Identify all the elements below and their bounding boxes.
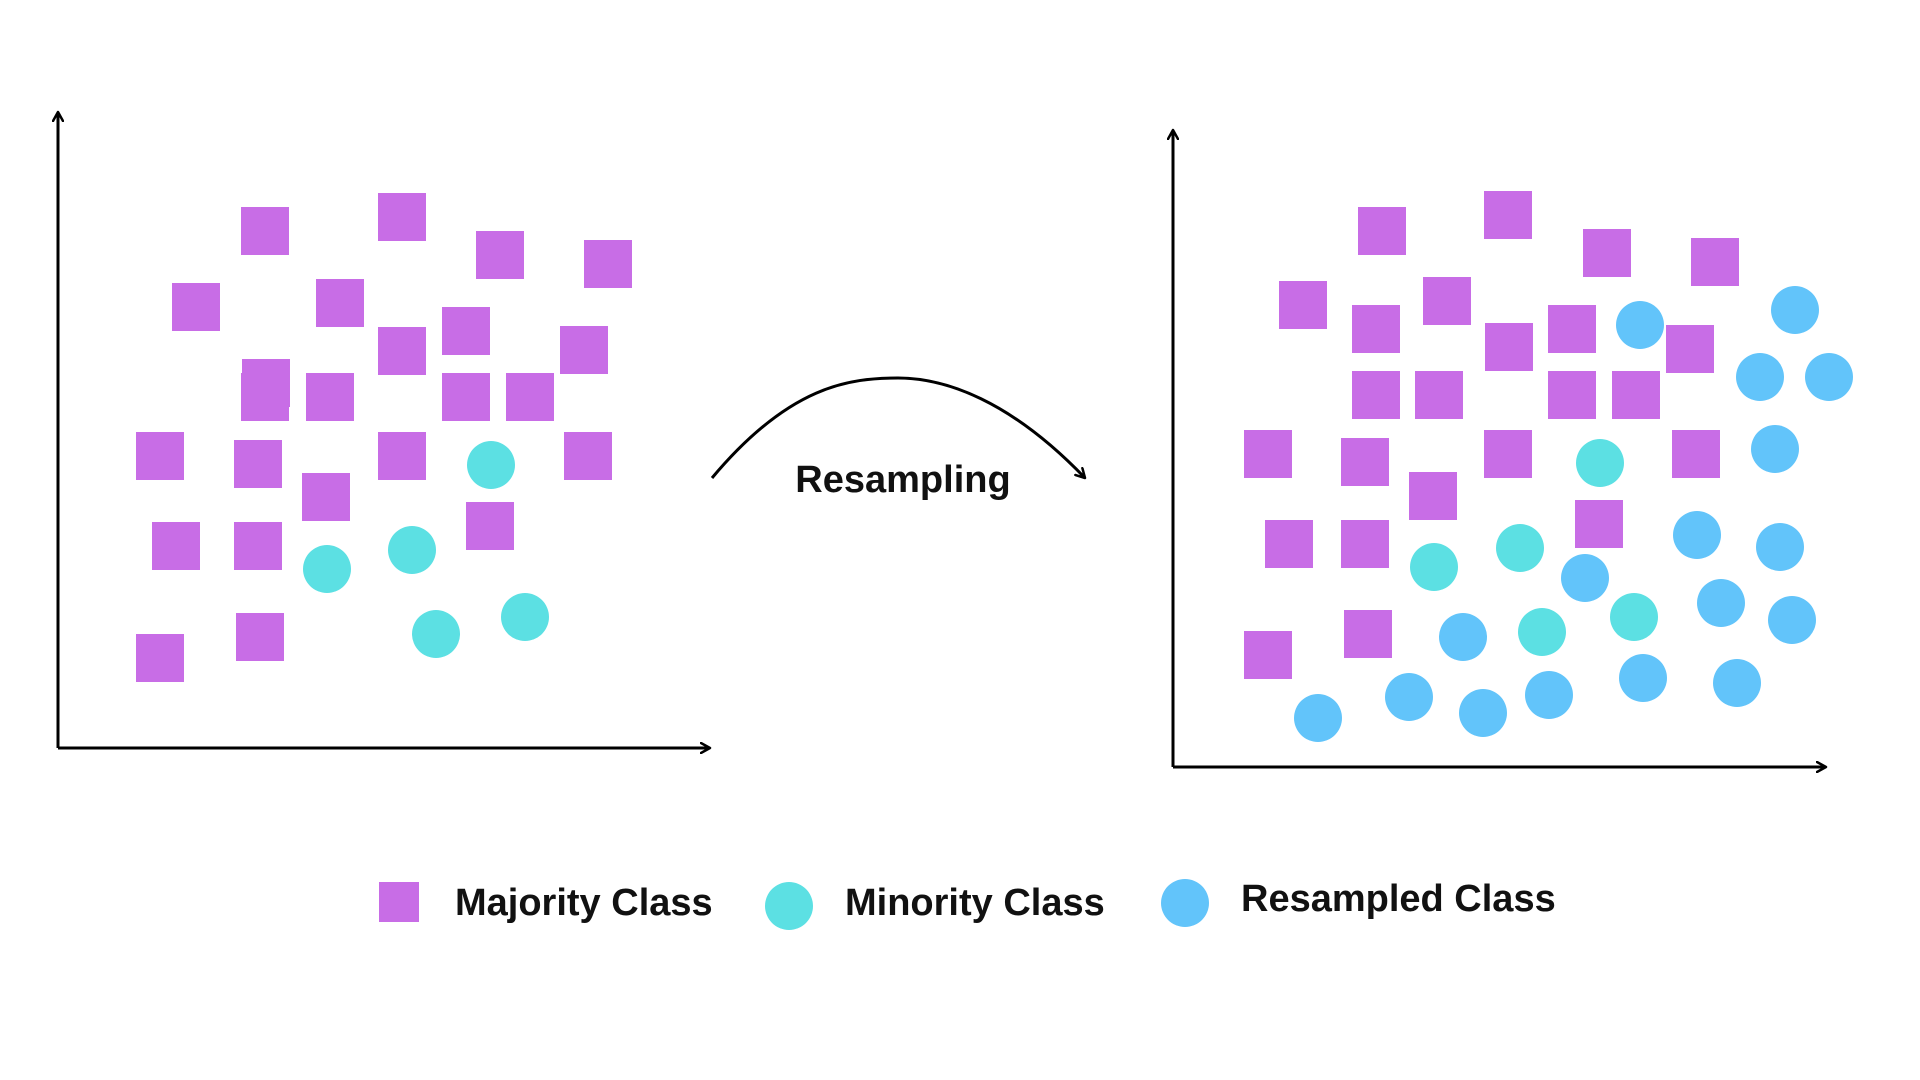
minority-point — [412, 610, 460, 658]
left-plot — [58, 112, 710, 748]
resampled-point — [1294, 694, 1342, 742]
majority-point — [442, 373, 490, 421]
majority-point — [1352, 305, 1400, 353]
resampled-point — [1713, 659, 1761, 707]
majority-point — [1244, 631, 1292, 679]
majority-point — [1279, 281, 1327, 329]
legend-majority-swatch — [379, 882, 419, 922]
right-plot-points — [1244, 191, 1853, 742]
majority-point — [560, 326, 608, 374]
majority-point — [1352, 371, 1400, 419]
majority-point — [1672, 430, 1720, 478]
resampling-arrow — [710, 376, 1085, 478]
majority-point — [136, 432, 184, 480]
resampled-point — [1673, 511, 1721, 559]
resampled-point — [1756, 523, 1804, 571]
majority-point — [506, 373, 554, 421]
majority-point — [1484, 191, 1532, 239]
resampled-point — [1751, 425, 1799, 473]
minority-point — [1496, 524, 1544, 572]
majority-point — [1358, 207, 1406, 255]
minority-point — [467, 441, 515, 489]
resampled-point — [1771, 286, 1819, 334]
majority-point — [1341, 438, 1389, 486]
minority-point — [1576, 439, 1624, 487]
resampled-point — [1459, 689, 1507, 737]
majority-point — [136, 634, 184, 682]
majority-point — [234, 440, 282, 488]
majority-point — [1548, 371, 1596, 419]
minority-point — [501, 593, 549, 641]
majority-point — [378, 432, 426, 480]
majority-point — [1612, 371, 1660, 419]
majority-point — [378, 327, 426, 375]
majority-point — [316, 279, 364, 327]
resampled-point — [1768, 596, 1816, 644]
majority-point — [152, 522, 200, 570]
minority-point — [1410, 543, 1458, 591]
resampled-point — [1619, 654, 1667, 702]
minority-point — [303, 545, 351, 593]
majority-point — [1484, 430, 1532, 478]
minority-point — [1518, 608, 1566, 656]
majority-point — [466, 502, 514, 550]
majority-point — [1415, 371, 1463, 419]
majority-point — [564, 432, 612, 480]
majority-point — [306, 373, 354, 421]
majority-point — [1485, 323, 1533, 371]
legend-resampled-swatch — [1161, 879, 1209, 927]
majority-point — [1341, 520, 1389, 568]
resampled-point — [1616, 301, 1664, 349]
resampled-point — [1439, 613, 1487, 661]
majority-point — [1575, 500, 1623, 548]
majority-point — [1244, 430, 1292, 478]
left-plot-points — [136, 193, 632, 682]
resampled-point — [1525, 671, 1573, 719]
resampled-point — [1805, 353, 1853, 401]
resampled-point — [1736, 353, 1784, 401]
majority-point — [1409, 472, 1457, 520]
majority-point — [378, 193, 426, 241]
legend-minority-label: Minority Class — [845, 882, 1105, 924]
majority-point — [1666, 325, 1714, 373]
legend-resampled-label: Resampled Class — [1241, 878, 1556, 920]
majority-point — [172, 283, 220, 331]
majority-point — [1691, 238, 1739, 286]
majority-point — [241, 207, 289, 255]
minority-point — [1610, 593, 1658, 641]
majority-point — [1265, 520, 1313, 568]
resampled-point — [1385, 673, 1433, 721]
majority-point — [241, 373, 289, 421]
majority-point — [1423, 277, 1471, 325]
majority-point — [442, 307, 490, 355]
majority-point — [476, 231, 524, 279]
resampled-point — [1697, 579, 1745, 627]
minority-point — [388, 526, 436, 574]
majority-point — [234, 522, 282, 570]
legend: Majority Class Minority Class Resampled … — [379, 878, 1556, 930]
majority-point — [1344, 610, 1392, 658]
resampling-label: Resampling — [795, 459, 1010, 501]
majority-point — [1583, 229, 1631, 277]
majority-point — [1548, 305, 1596, 353]
legend-minority-swatch — [765, 882, 813, 930]
resampled-point — [1561, 554, 1609, 602]
majority-point — [584, 240, 632, 288]
right-plot — [1173, 130, 1853, 767]
majority-point — [302, 473, 350, 521]
legend-majority-label: Majority Class — [455, 882, 713, 924]
majority-point — [236, 613, 284, 661]
